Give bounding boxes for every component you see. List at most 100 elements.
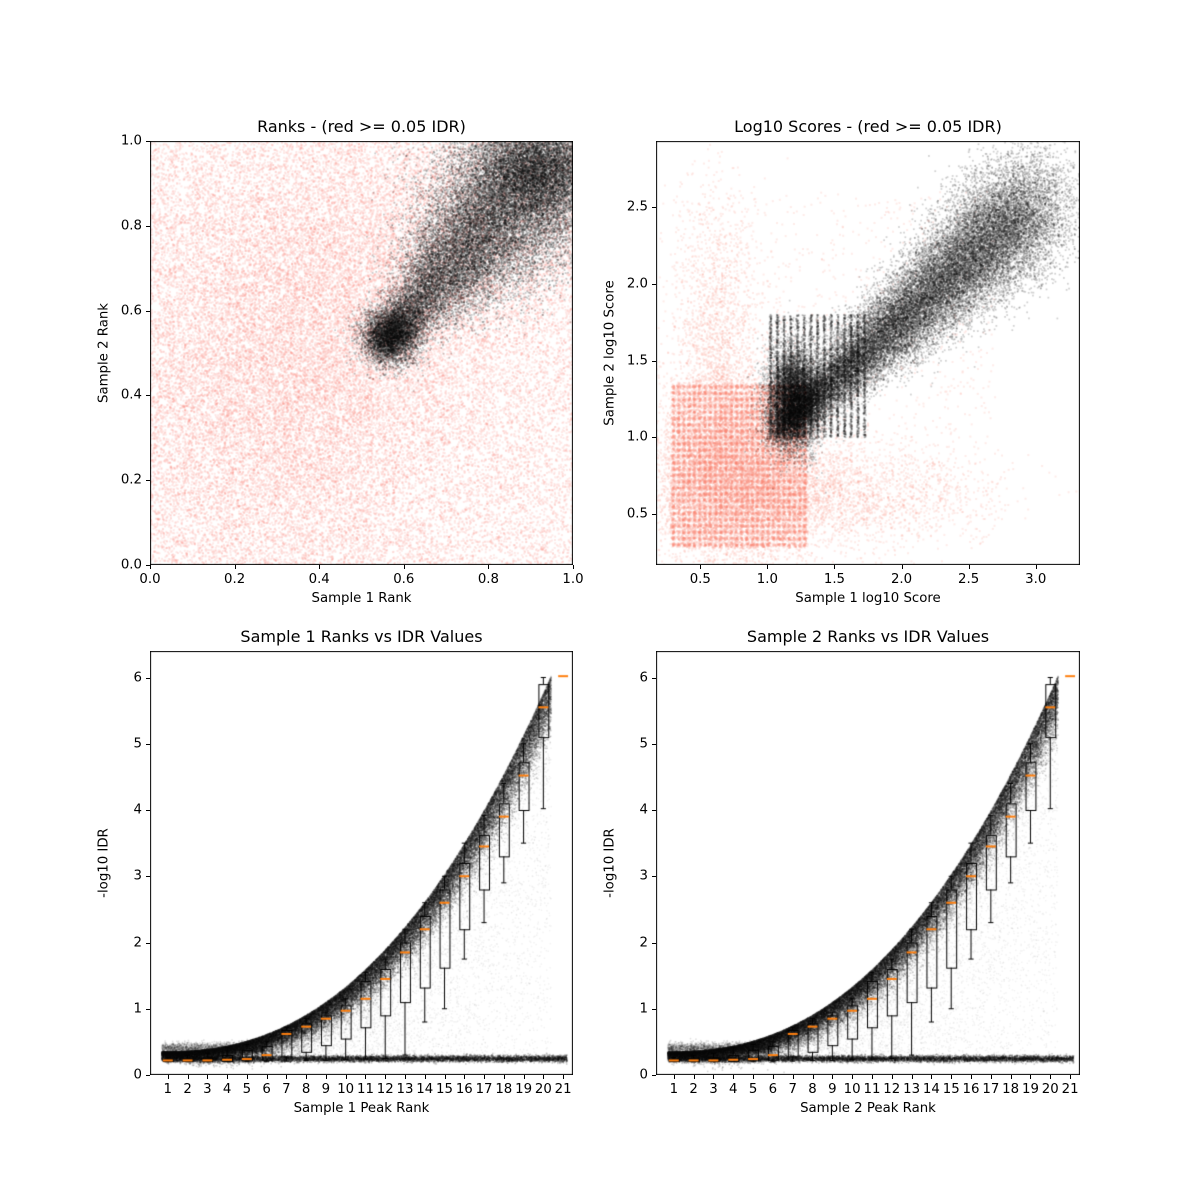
y-tick-label: 3 bbox=[639, 868, 648, 884]
y-tick bbox=[146, 141, 150, 142]
y-tick bbox=[146, 677, 150, 679]
x-tick bbox=[772, 1075, 774, 1079]
x-tick-label: 0.0 bbox=[139, 572, 161, 587]
x-tick-label: 5 bbox=[748, 1082, 758, 1097]
x-tick bbox=[901, 565, 903, 569]
x-tick-label: 18 bbox=[1002, 1082, 1020, 1097]
x-axis-label: Sample 1 Rank bbox=[311, 591, 412, 606]
x-tick bbox=[503, 1075, 505, 1079]
y-axis-label: -log10 IDR bbox=[602, 828, 618, 898]
y-tick-label: 0.2 bbox=[120, 472, 142, 488]
x-tick-label: 8 bbox=[808, 1082, 817, 1097]
scatter-canvas bbox=[150, 651, 573, 1075]
x-tick bbox=[207, 1075, 209, 1079]
x-tick bbox=[700, 565, 702, 569]
x-axis-label: Sample 2 Peak Rank bbox=[800, 1101, 936, 1116]
x-tick-label: 1 bbox=[163, 1082, 173, 1097]
x-tick-label: 15 bbox=[436, 1082, 453, 1097]
x-tick bbox=[673, 1075, 675, 1079]
x-tick-label: 13 bbox=[903, 1082, 921, 1097]
x-tick-label: 10 bbox=[843, 1082, 861, 1097]
x-tick bbox=[319, 565, 321, 569]
y-tick-label: 0.6 bbox=[120, 303, 142, 319]
x-tick-label: 9 bbox=[828, 1082, 837, 1097]
x-tick bbox=[488, 565, 490, 569]
x-tick-label: 10 bbox=[337, 1082, 355, 1097]
y-tick-label: 0.4 bbox=[120, 387, 142, 403]
x-tick-label: 4 bbox=[729, 1082, 738, 1097]
scatter-canvas bbox=[150, 141, 573, 565]
x-tick-label: 8 bbox=[301, 1082, 311, 1097]
y-tick bbox=[652, 743, 656, 745]
x-tick bbox=[990, 1075, 992, 1079]
x-tick bbox=[385, 1075, 387, 1079]
y-tick bbox=[146, 395, 150, 397]
y-tick bbox=[146, 310, 150, 312]
y-tick-label: 6 bbox=[639, 670, 648, 685]
plot-title: Sample 1 Ranks vs IDR Values bbox=[240, 627, 483, 646]
x-tick-label: 20 bbox=[1041, 1082, 1059, 1097]
x-tick bbox=[852, 1075, 854, 1079]
x-tick bbox=[1010, 1075, 1012, 1079]
y-tick bbox=[652, 207, 656, 209]
x-tick bbox=[484, 1075, 486, 1079]
x-tick bbox=[365, 1075, 367, 1079]
y-tick bbox=[146, 942, 150, 944]
x-tick bbox=[1050, 1075, 1052, 1079]
y-tick-label: 2.0 bbox=[626, 276, 648, 292]
x-tick bbox=[187, 1075, 189, 1079]
x-tick bbox=[266, 1075, 268, 1079]
y-tick-label: 2 bbox=[133, 935, 142, 950]
y-tick bbox=[146, 225, 150, 227]
x-tick-label: 3.0 bbox=[1025, 572, 1047, 587]
x-tick bbox=[1070, 1075, 1072, 1079]
x-tick-label: 5 bbox=[242, 1082, 252, 1097]
plot-title: Log10 Scores - (red >= 0.05 IDR) bbox=[734, 117, 1002, 136]
x-tick-label: 19 bbox=[515, 1082, 533, 1097]
x-tick bbox=[911, 1075, 913, 1079]
y-tick bbox=[652, 437, 656, 439]
x-axis-label: Sample 1 Peak Rank bbox=[293, 1101, 430, 1116]
x-tick bbox=[306, 1075, 308, 1079]
y-tick bbox=[652, 677, 656, 679]
x-tick-label: 16 bbox=[455, 1082, 473, 1097]
x-tick bbox=[767, 565, 769, 569]
x-tick bbox=[713, 1075, 715, 1079]
x-tick bbox=[834, 565, 836, 569]
x-tick bbox=[832, 1075, 834, 1079]
y-tick bbox=[652, 810, 656, 811]
x-tick-label: 16 bbox=[962, 1082, 980, 1097]
y-tick-label: 1.0 bbox=[626, 429, 648, 445]
y-tick-label: 0.8 bbox=[120, 218, 142, 234]
x-tick bbox=[286, 1075, 288, 1079]
y-tick-label: 3 bbox=[133, 868, 142, 884]
y-axis-label: -log10 IDR bbox=[96, 828, 112, 898]
x-tick-label: 4 bbox=[222, 1082, 232, 1097]
plot-sample1-ranks-vs-idr: Sample 1 Ranks vs IDR Values -log10 IDR … bbox=[97, 627, 573, 1116]
plot-title: Ranks - (red >= 0.05 IDR) bbox=[257, 117, 466, 136]
x-tick-label: 2.0 bbox=[890, 572, 913, 587]
y-tick bbox=[146, 565, 150, 566]
x-tick bbox=[167, 1075, 169, 1079]
x-tick-label: 9 bbox=[321, 1082, 331, 1097]
x-tick-label: 1 bbox=[669, 1082, 679, 1097]
x-tick bbox=[792, 1075, 794, 1079]
y-tick bbox=[652, 283, 656, 285]
y-tick-label: 1 bbox=[133, 1001, 142, 1017]
x-tick-label: 19 bbox=[1021, 1082, 1039, 1097]
y-tick bbox=[652, 1008, 656, 1010]
x-tick bbox=[234, 565, 236, 569]
x-tick-label: 3 bbox=[203, 1082, 212, 1097]
y-tick-label: 1 bbox=[639, 1001, 648, 1017]
x-tick-label: 2.5 bbox=[958, 572, 980, 587]
x-tick bbox=[523, 1075, 525, 1079]
y-tick-label: 1.0 bbox=[120, 133, 142, 149]
x-tick bbox=[891, 1075, 893, 1079]
x-tick bbox=[812, 1075, 814, 1079]
plot-title: Sample 2 Ranks vs IDR Values bbox=[746, 627, 990, 646]
x-tick-label: 2 bbox=[183, 1082, 192, 1097]
x-tick bbox=[246, 1075, 248, 1079]
x-tick bbox=[931, 1075, 933, 1079]
x-tick-label: 7 bbox=[788, 1082, 797, 1097]
x-tick-label: 12 bbox=[376, 1082, 394, 1097]
